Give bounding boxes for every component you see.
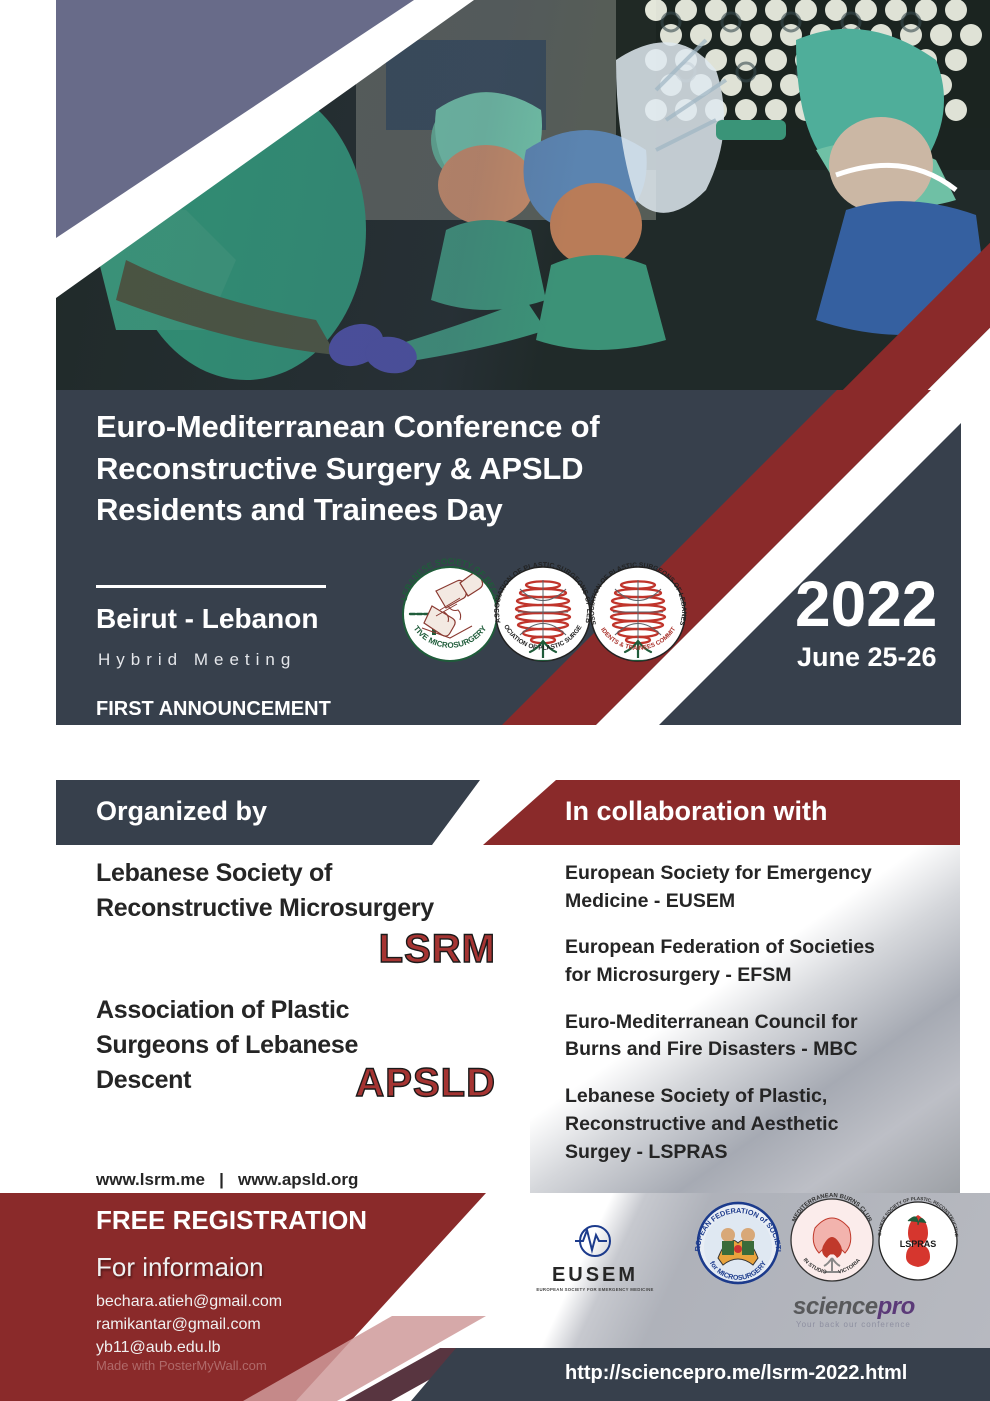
svg-text:LSPRAS: LSPRAS	[900, 1239, 937, 1249]
svg-text:EUSEM: EUSEM	[552, 1264, 638, 1286]
svg-text:EUROPEAN SOCIETY FOR EMERGENCY: EUROPEAN SOCIETY FOR EMERGENCY MEDICINE	[536, 1287, 653, 1292]
